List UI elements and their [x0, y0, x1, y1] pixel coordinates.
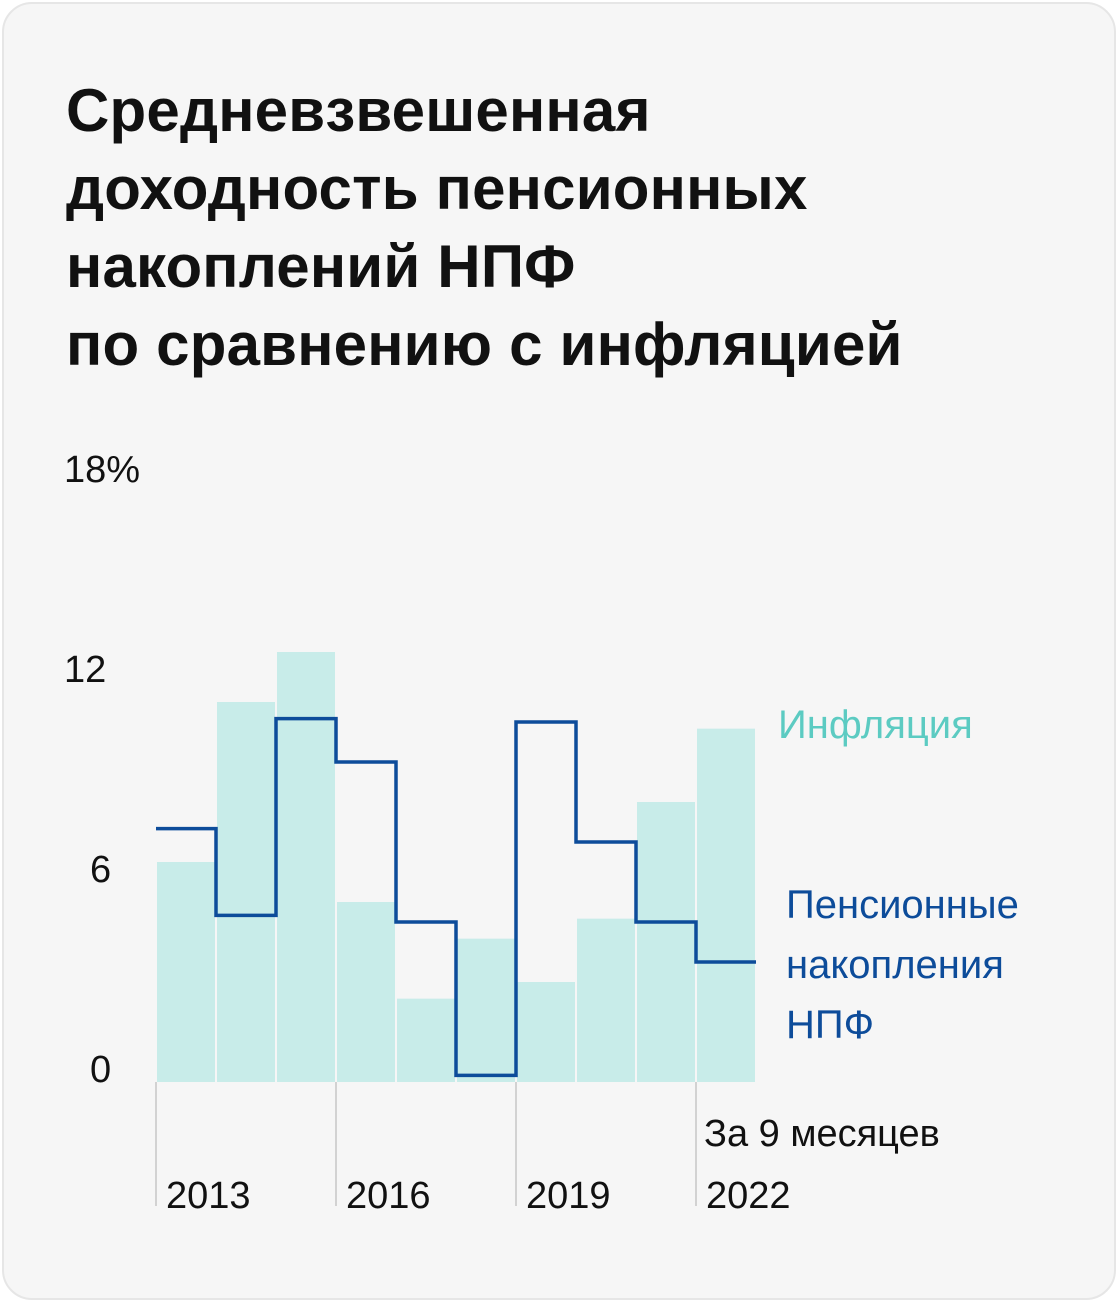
inflation-bar-2016: [397, 998, 455, 1082]
inflation-bar-2013: [217, 702, 275, 1082]
y-tick-18: 18%: [64, 449, 140, 491]
x-tick-2016: 2016: [346, 1175, 431, 1217]
x-tick-2019: 2019: [526, 1175, 611, 1217]
y-tick-0: 0: [90, 1049, 111, 1091]
title-line-1: Средневзвешенная: [66, 77, 651, 144]
inflation-bar-2019: [577, 918, 635, 1082]
x-tick-2013: 2013: [166, 1175, 251, 1217]
npf-step-line: [156, 716, 756, 1078]
legend-npf-line-3: НПФ: [786, 1003, 874, 1047]
legend-npf-line-2: накопления: [786, 943, 1004, 987]
legend-npf-line-1: Пенсионные: [786, 883, 1019, 927]
inflation-bar-2021: [697, 728, 755, 1082]
legend-inflation: Инфляция: [778, 703, 973, 747]
y-tick-6: 6: [90, 849, 111, 891]
title-line-4: по сравнению с инфляцией: [66, 311, 903, 378]
y-tick-12: 12: [64, 649, 106, 691]
title-line-3: накоплений НПФ: [66, 233, 576, 300]
inflation-bar-2014: [277, 652, 335, 1082]
inflation-bar-2012: [157, 862, 215, 1082]
x-note: За 9 месяцев: [704, 1113, 940, 1155]
inflation-bar-2018: [517, 982, 575, 1082]
year-separators: [155, 1082, 697, 1206]
title-line-2: доходность пенсионных: [66, 155, 808, 222]
inflation-bar-2020: [637, 802, 695, 1082]
x-tick-2022: 2022: [706, 1175, 791, 1217]
inflation-bar-2015: [337, 902, 395, 1082]
chart-title: Средневзвешенная доходность пенсионных н…: [66, 72, 1066, 384]
inflation-bars: [157, 652, 755, 1082]
inflation-bar-2017: [457, 938, 515, 1082]
